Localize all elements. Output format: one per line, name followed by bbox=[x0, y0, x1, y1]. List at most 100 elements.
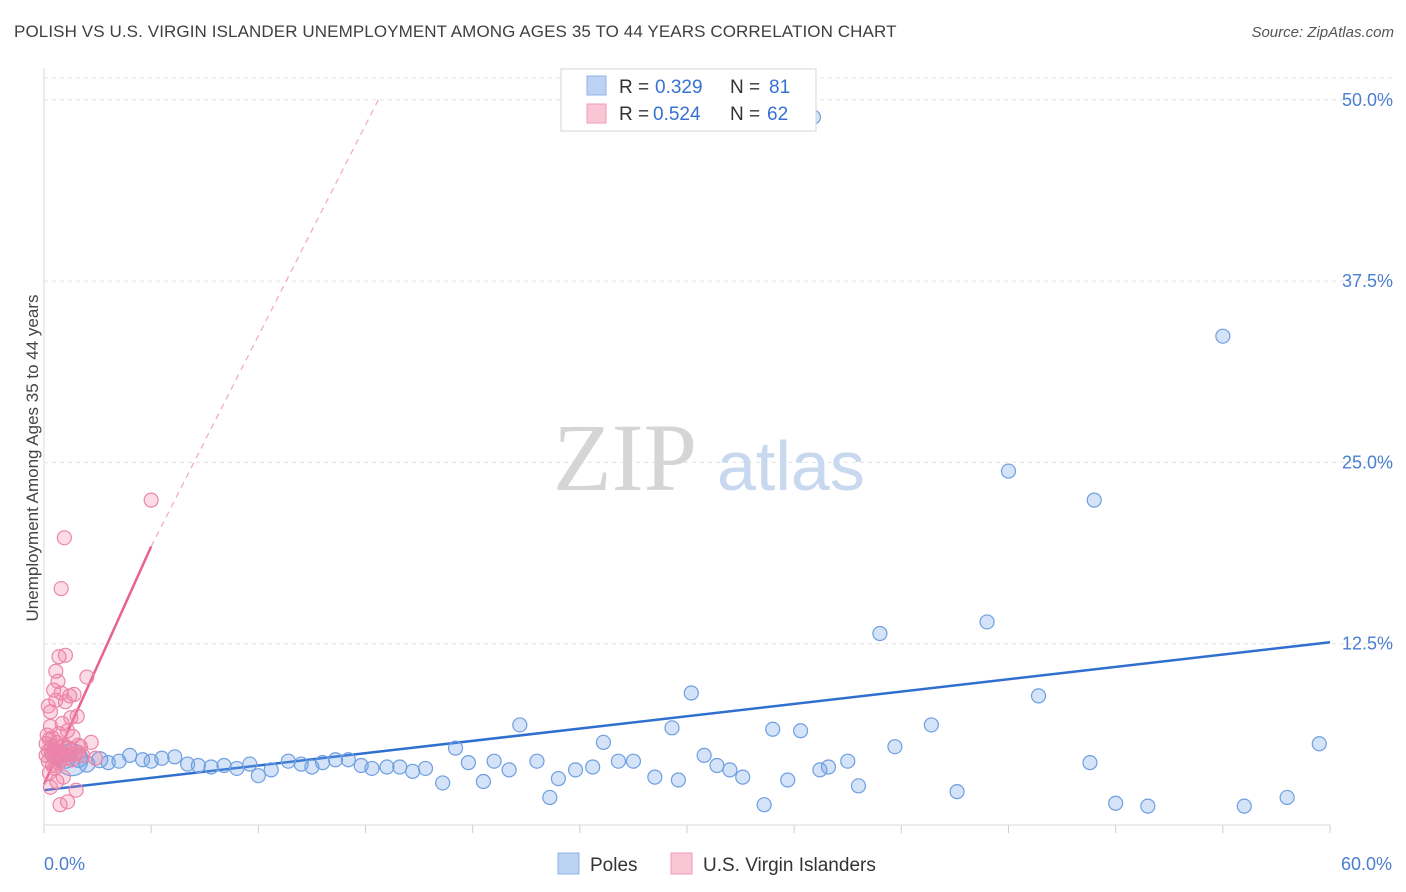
poles-point bbox=[949, 784, 965, 800]
vi-point bbox=[40, 698, 56, 714]
poles-point bbox=[850, 778, 867, 794]
vi-point bbox=[68, 782, 84, 798]
poles-point bbox=[542, 789, 558, 806]
vi-point bbox=[53, 685, 69, 701]
poles-point bbox=[664, 720, 680, 736]
poles-point bbox=[229, 760, 245, 777]
poles-point bbox=[696, 747, 712, 763]
poles-point bbox=[392, 759, 408, 775]
bottom-legend: Poles U.S. Virgin Islanders bbox=[557, 852, 876, 876]
poles-point bbox=[595, 734, 612, 750]
poles-point bbox=[1086, 492, 1102, 508]
vi-point bbox=[65, 728, 81, 745]
poles-point bbox=[405, 763, 421, 779]
vi-trend-extension bbox=[150, 99, 379, 547]
vi-point bbox=[87, 750, 104, 766]
bottom-legend-vi: U.S. Virgin Islanders bbox=[703, 855, 876, 876]
poles-point bbox=[756, 797, 772, 813]
poles-point bbox=[122, 747, 138, 763]
poles-point bbox=[460, 755, 476, 771]
poles-point bbox=[435, 775, 451, 791]
poles-point bbox=[501, 762, 517, 778]
poles-point bbox=[379, 759, 395, 775]
poles-point bbox=[647, 769, 663, 785]
vi-point bbox=[51, 755, 67, 771]
vi-points bbox=[38, 492, 159, 813]
poles-point bbox=[327, 752, 344, 768]
poles-point bbox=[1279, 789, 1295, 806]
poles-point bbox=[820, 759, 837, 775]
poles-point bbox=[1082, 755, 1098, 771]
poles-point bbox=[529, 753, 545, 769]
poles-trend-line bbox=[43, 640, 1331, 792]
legend-r-label-2: R = bbox=[619, 104, 649, 125]
poles-point bbox=[167, 749, 183, 765]
poles-point bbox=[887, 739, 903, 755]
x-tick-label-min: 0.0% bbox=[44, 854, 85, 874]
poles-point bbox=[812, 762, 828, 778]
vi-point bbox=[143, 492, 159, 508]
y-tick-label: 25.0% bbox=[1342, 452, 1393, 472]
legend-n-label-1: N = bbox=[730, 77, 760, 98]
y-tick-label: 37.5% bbox=[1342, 271, 1393, 291]
watermark-zip: ZIP bbox=[553, 404, 697, 511]
poles-point bbox=[475, 773, 491, 790]
y-axis-label: Unemployment Among Ages 35 to 44 years bbox=[23, 295, 42, 622]
poles-point bbox=[154, 750, 170, 766]
poles-point bbox=[610, 753, 627, 769]
legend-n-value-1: 81 bbox=[769, 77, 790, 98]
poles-point bbox=[216, 757, 232, 774]
poles-point bbox=[923, 717, 939, 733]
poles-point bbox=[486, 753, 502, 769]
vi-point bbox=[66, 686, 82, 703]
poles-point bbox=[315, 755, 331, 771]
watermark-atlas: atlas bbox=[717, 427, 865, 505]
legend-r-label-1: R = bbox=[619, 77, 649, 98]
poles-point bbox=[765, 721, 781, 737]
poles-point bbox=[1215, 328, 1231, 344]
poles-point bbox=[242, 756, 258, 772]
poles-point bbox=[780, 772, 796, 788]
vi-point bbox=[59, 794, 76, 810]
vi-point bbox=[47, 741, 63, 758]
x-tick-label-max: 60.0% bbox=[1341, 854, 1392, 874]
poles-point bbox=[735, 769, 751, 785]
poles-point bbox=[1311, 736, 1327, 752]
poles-points bbox=[45, 109, 1327, 814]
poles-point bbox=[280, 753, 296, 769]
x-ticks bbox=[43, 825, 1331, 833]
poles-point bbox=[340, 752, 356, 768]
grid-lines bbox=[44, 77, 1395, 645]
poles-point bbox=[683, 685, 699, 701]
poles-point bbox=[1000, 463, 1017, 479]
source-label: Source: ZipAtlas.com bbox=[1251, 24, 1394, 41]
poles-point bbox=[91, 751, 109, 769]
poles-point bbox=[550, 770, 567, 787]
poles-point bbox=[670, 772, 687, 788]
y-tick-label: 50.0% bbox=[1342, 90, 1393, 110]
vi-point bbox=[53, 580, 69, 597]
legend-n-value-2: 62 bbox=[767, 104, 788, 125]
poles-point bbox=[567, 762, 584, 778]
poles-point bbox=[585, 759, 601, 775]
vi-point bbox=[55, 769, 71, 785]
poles-point bbox=[872, 625, 888, 642]
vi-point bbox=[69, 708, 85, 724]
poles-point bbox=[417, 760, 434, 777]
y-tick-label: 12.5% bbox=[1342, 634, 1393, 654]
poles-point bbox=[979, 614, 995, 630]
poles-point bbox=[263, 762, 279, 778]
vi-point bbox=[42, 779, 59, 795]
bottom-legend-poles: Poles bbox=[590, 855, 638, 876]
vi-point bbox=[50, 673, 66, 690]
poles-point bbox=[1108, 795, 1124, 811]
poles-point bbox=[792, 723, 809, 739]
poles-point bbox=[250, 768, 266, 784]
vi-point bbox=[70, 737, 86, 753]
legend-r-value-2: 0.524 bbox=[653, 104, 701, 125]
poles-point bbox=[1030, 688, 1047, 704]
poles-point bbox=[709, 757, 725, 774]
legend-n-label-2: N = bbox=[730, 104, 760, 125]
poles-point bbox=[840, 753, 856, 769]
